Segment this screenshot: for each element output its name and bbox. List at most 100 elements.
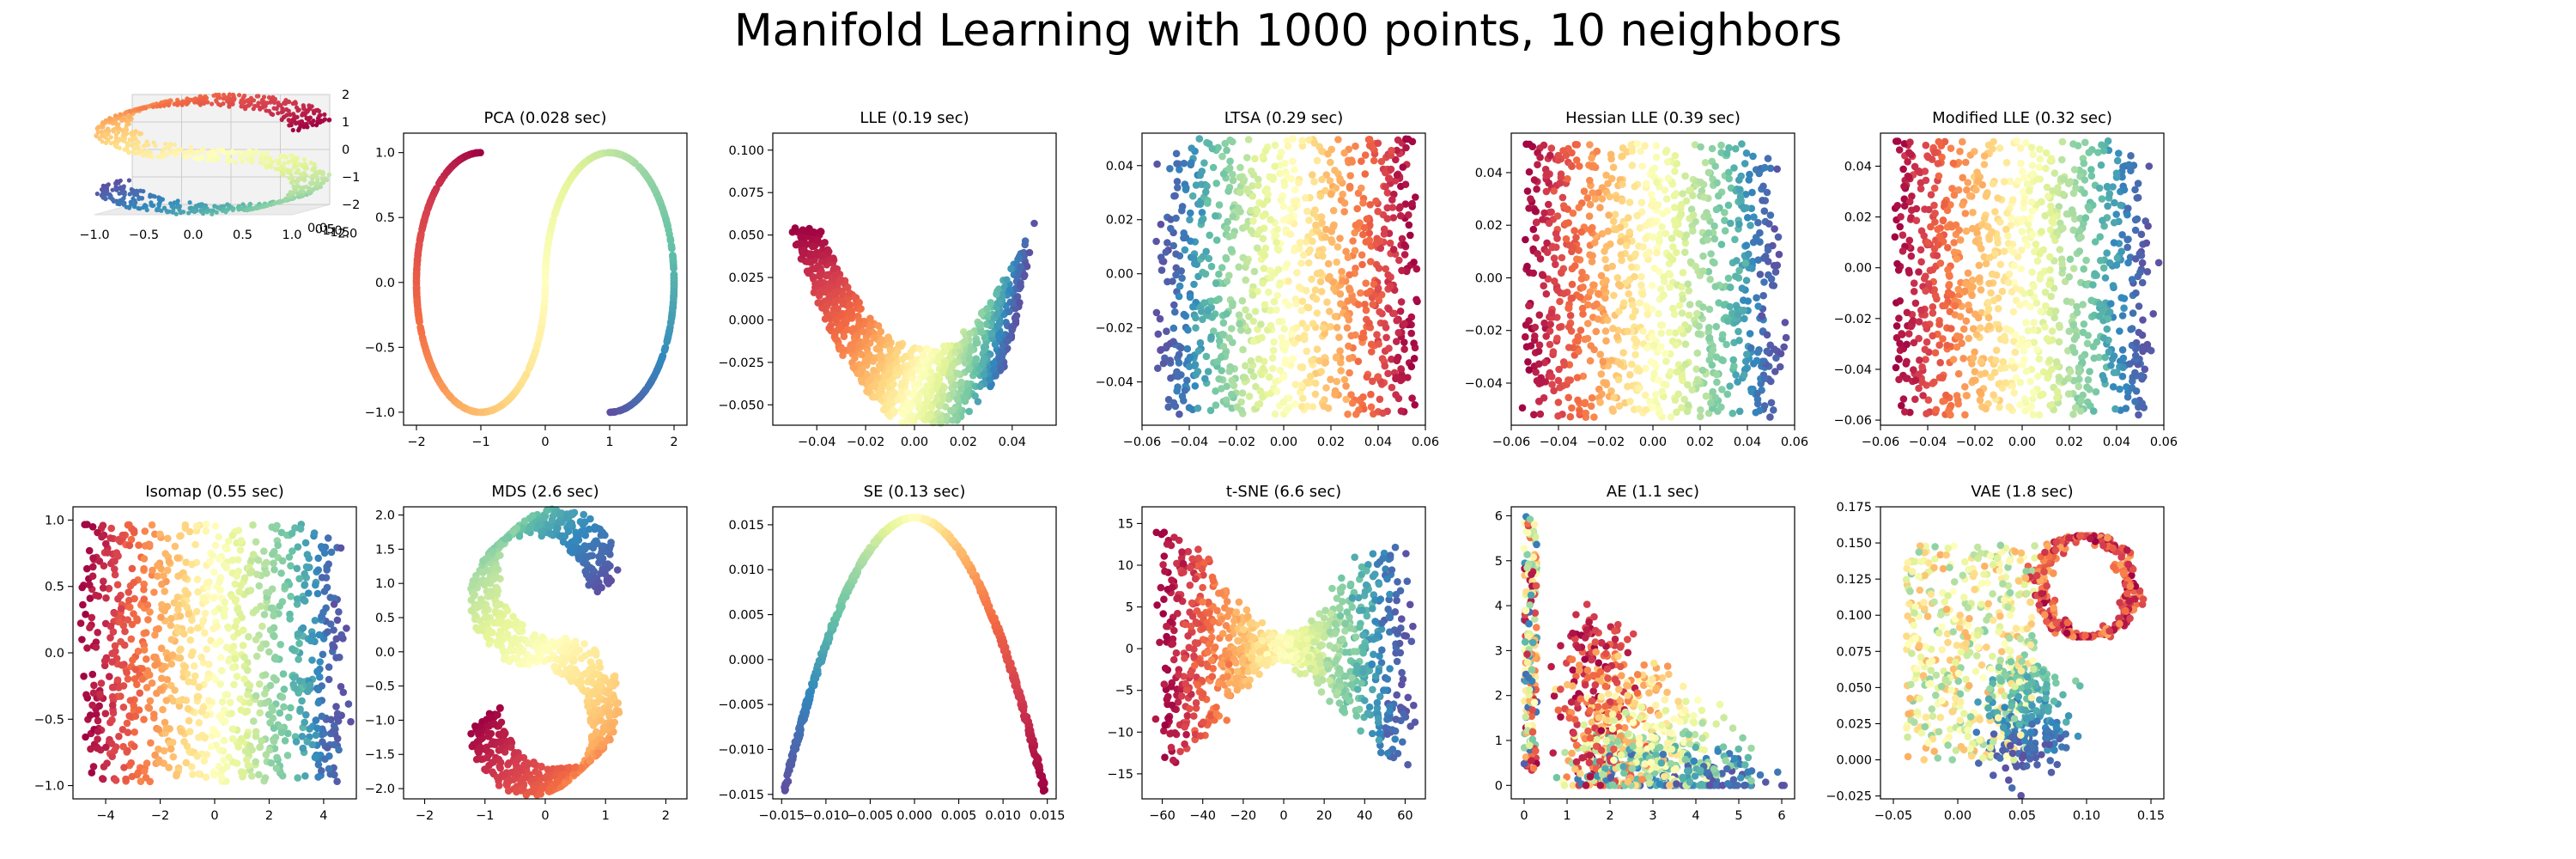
data-point xyxy=(1318,175,1326,184)
data-point xyxy=(1337,367,1345,375)
data-point xyxy=(1195,135,1204,143)
y-tick-label: −1.0 xyxy=(365,406,395,420)
data-point xyxy=(1215,375,1223,383)
subplot-3: LTSA (0.29 sec)−0.06 −0.04 −0.02 0.00 0.02 0.… xyxy=(1096,109,1440,449)
data-point xyxy=(993,322,1002,331)
data-point xyxy=(857,350,866,359)
data-point xyxy=(1175,292,1183,301)
scatter-points xyxy=(1518,140,1790,422)
data-point xyxy=(1196,200,1205,208)
data-point xyxy=(1735,337,1743,344)
data-point xyxy=(1532,234,1540,242)
data-point xyxy=(1327,158,1334,167)
data-point xyxy=(254,150,259,155)
data-point xyxy=(651,186,659,194)
data-point xyxy=(898,393,906,402)
data-point xyxy=(1533,185,1540,193)
data-point xyxy=(966,329,975,338)
data-point xyxy=(1271,162,1279,170)
data-point xyxy=(1359,230,1367,239)
data-point xyxy=(1709,258,1717,266)
data-point xyxy=(1735,220,1743,228)
data-point xyxy=(314,180,319,186)
data-point xyxy=(1351,247,1359,255)
data-point xyxy=(1385,344,1393,352)
data-point xyxy=(326,172,331,177)
data-point xyxy=(1375,265,1383,272)
data-point xyxy=(1649,403,1657,411)
data-point xyxy=(1685,311,1693,320)
data-point xyxy=(666,319,675,327)
x-tick-label: −0.5 xyxy=(129,228,159,242)
data-point xyxy=(422,208,431,216)
data-point xyxy=(132,192,137,198)
data-point xyxy=(1261,147,1270,155)
data-point xyxy=(185,149,191,155)
data-point xyxy=(1164,403,1172,411)
data-point xyxy=(1331,313,1340,320)
data-point xyxy=(1550,387,1558,395)
data-point xyxy=(1575,204,1583,211)
data-point xyxy=(1003,276,1011,284)
data-point xyxy=(895,341,903,349)
data-point xyxy=(1308,275,1315,283)
data-point xyxy=(1394,136,1402,144)
data-point xyxy=(825,299,833,308)
data-point xyxy=(1274,265,1283,274)
data-point xyxy=(1568,280,1577,289)
data-point xyxy=(308,160,313,166)
data-point xyxy=(1375,340,1382,348)
data-point xyxy=(1724,274,1733,283)
data-point xyxy=(283,101,288,107)
subplot-4: Hessian LLE (0.39 sec)−0.06 −0.04 −0.02 0.0… xyxy=(1465,109,1809,449)
data-point xyxy=(1236,208,1244,216)
data-point xyxy=(1324,275,1333,283)
data-point xyxy=(829,310,837,318)
data-point xyxy=(1244,136,1253,143)
data-point xyxy=(927,375,934,384)
data-point xyxy=(1239,345,1247,354)
data-point xyxy=(126,150,131,155)
data-point xyxy=(144,207,149,213)
data-point xyxy=(1713,179,1721,187)
data-point xyxy=(1770,282,1778,289)
data-point xyxy=(636,393,645,400)
data-point xyxy=(413,289,421,297)
data-point xyxy=(1363,215,1371,223)
data-point xyxy=(1308,171,1316,179)
data-point xyxy=(1555,365,1563,374)
data-point xyxy=(995,299,1003,307)
data-point xyxy=(1367,390,1375,399)
data-point xyxy=(861,337,870,345)
data-point xyxy=(1171,192,1179,200)
data-point xyxy=(1642,222,1649,229)
data-point xyxy=(420,217,428,225)
data-point xyxy=(1196,338,1205,347)
data-point xyxy=(264,203,270,208)
data-point xyxy=(1648,166,1656,174)
data-point xyxy=(1616,360,1625,369)
data-point xyxy=(1554,376,1563,385)
data-point xyxy=(290,101,295,107)
data-point xyxy=(860,327,867,336)
data-point xyxy=(1337,300,1345,308)
data-point xyxy=(1603,316,1612,325)
data-point xyxy=(1298,297,1307,306)
data-point xyxy=(1523,262,1531,271)
data-point xyxy=(428,362,435,369)
data-point xyxy=(1298,363,1307,372)
data-point xyxy=(1223,310,1230,318)
data-point xyxy=(1742,241,1751,250)
data-point xyxy=(153,143,158,149)
data-point xyxy=(829,254,837,262)
data-point xyxy=(1678,309,1686,317)
data-point xyxy=(1692,262,1699,271)
data-point xyxy=(797,233,805,241)
data-point xyxy=(1618,197,1626,205)
data-point xyxy=(1780,343,1788,351)
data-point xyxy=(1383,215,1392,222)
data-point xyxy=(1393,338,1400,345)
data-point xyxy=(1339,277,1346,285)
data-point xyxy=(1746,170,1753,179)
data-point xyxy=(126,205,132,210)
